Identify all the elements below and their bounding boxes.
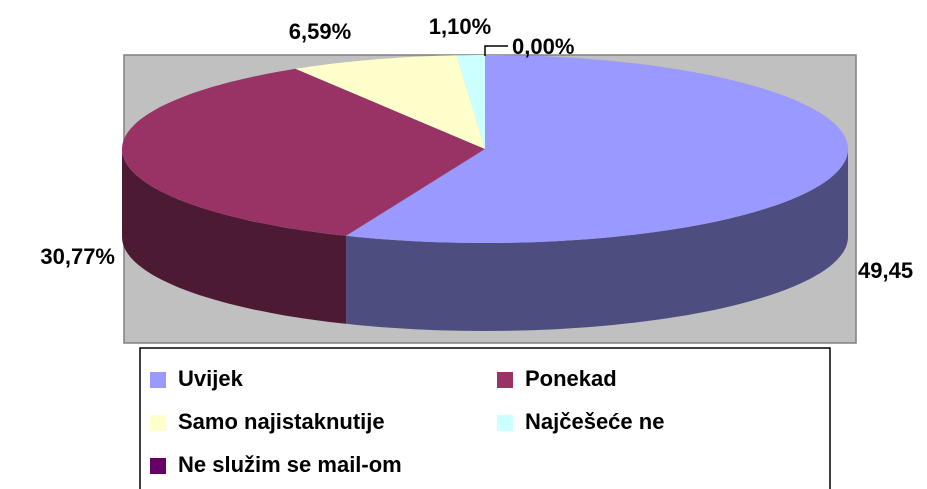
legend-label: Ne služim se mail-om: [178, 452, 402, 477]
data-labels: 49,45 30,77% 6,59% 1,10% 0,00%: [40, 14, 913, 283]
pie-slice: [295, 55, 485, 149]
data-label: 30,77%: [40, 244, 115, 269]
legend-label: Uvijek: [178, 366, 244, 391]
legend-label: Ponekad: [525, 366, 617, 391]
legend: Uvijek Ponekad Samo najistaknutije Najčešeć…: [150, 366, 664, 477]
legend-swatch: [497, 415, 513, 431]
data-label: 49,45: [858, 258, 913, 283]
pie-side: [122, 149, 347, 324]
legend-swatch: [150, 372, 166, 388]
legend-label: Najčešeće ne: [525, 409, 664, 434]
data-label: 1,10%: [429, 14, 491, 39]
pie-side: [346, 149, 848, 331]
leader-line: [484, 45, 508, 56]
legend-swatch: [497, 372, 513, 388]
pie-slice: [456, 55, 485, 149]
legend-box: [139, 347, 831, 489]
pie-slice: [122, 68, 485, 236]
legend-label: Samo najistaknutije: [178, 409, 385, 434]
pie-slice: [346, 55, 848, 243]
data-label: 0,00%: [512, 34, 574, 59]
pie-sides: [122, 149, 848, 331]
legend-swatch: [150, 415, 166, 431]
legend-swatch: [150, 458, 166, 474]
data-label: 6,59%: [289, 19, 351, 44]
pie-tops: [122, 55, 848, 243]
